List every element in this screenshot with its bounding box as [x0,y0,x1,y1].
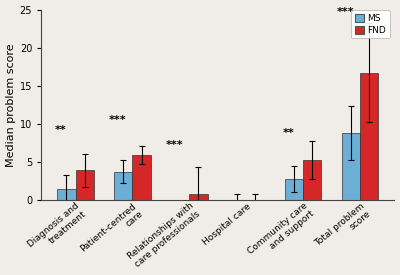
Bar [76,170,94,200]
Text: **: ** [283,128,294,138]
Bar [342,133,360,200]
Bar [303,160,322,200]
Bar [360,73,378,200]
Bar [285,179,303,200]
Text: ***: *** [109,115,127,125]
Bar [114,172,132,200]
Y-axis label: Median problem score: Median problem score [6,43,16,167]
Text: ***: *** [166,141,184,150]
Bar [57,189,76,200]
Text: ***: *** [337,7,354,17]
Legend: MS, FND: MS, FND [351,10,390,38]
Bar [189,194,208,200]
Bar [132,155,151,200]
Text: **: ** [55,125,67,135]
